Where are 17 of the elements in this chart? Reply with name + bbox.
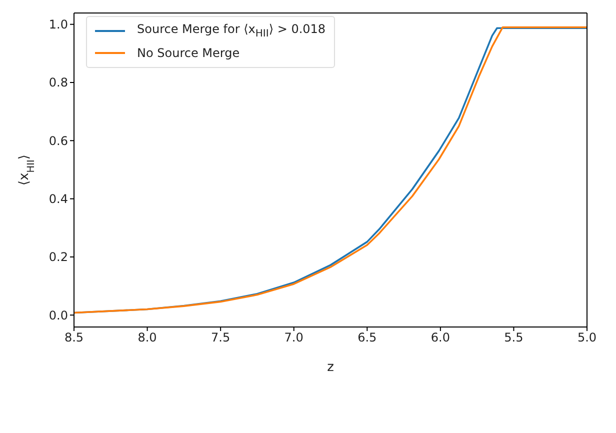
legend-label: No Source Merge (137, 46, 240, 60)
y-tick-label: 0.4 (48, 192, 68, 206)
x-tick-label: 6.0 (430, 330, 450, 345)
x-tick-label: 5.0 (577, 330, 597, 345)
x-axis-title: z (327, 360, 334, 375)
y-tick-label: 1.0 (48, 18, 68, 32)
x-tick-label: 7.5 (211, 330, 230, 345)
y-tick-label: 0.8 (48, 76, 68, 90)
x-tick-label: 6.5 (358, 330, 377, 345)
x-tick-label: 8.0 (138, 330, 157, 345)
legend-label: Source Merge for ⟨x$_{HII}$⟩ > 0.018 (137, 22, 326, 40)
x-tick-label: 7.0 (284, 330, 304, 345)
x-tick-label: 8.5 (64, 330, 84, 345)
y-tick-label: 0.2 (48, 250, 68, 264)
y-tick-label: 0.0 (48, 308, 68, 322)
y-tick-label: 0.6 (48, 134, 68, 148)
x-tick-label: 5.5 (504, 330, 524, 345)
